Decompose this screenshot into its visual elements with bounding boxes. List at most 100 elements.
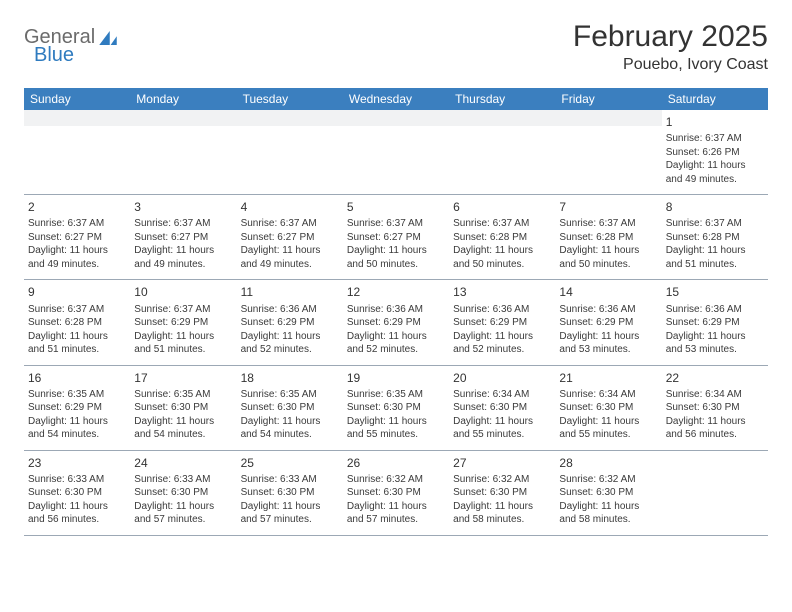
sunset-line: Sunset: 6:28 PM bbox=[559, 231, 657, 245]
weekday-fri: Friday bbox=[555, 88, 661, 110]
sunrise-line: Sunrise: 6:34 AM bbox=[559, 388, 657, 402]
day-cell: 7Sunrise: 6:37 AMSunset: 6:28 PMDaylight… bbox=[555, 195, 661, 279]
sunset-line: Sunset: 6:30 PM bbox=[559, 486, 657, 500]
sunrise-line: Sunrise: 6:33 AM bbox=[28, 473, 126, 487]
day-cell: 27Sunrise: 6:32 AMSunset: 6:30 PMDayligh… bbox=[449, 451, 555, 535]
sunrise-line: Sunrise: 6:37 AM bbox=[453, 217, 551, 231]
sunset-line: Sunset: 6:29 PM bbox=[347, 316, 445, 330]
day-number: 2 bbox=[28, 199, 126, 215]
day-number: 26 bbox=[347, 455, 445, 471]
sunset-line: Sunset: 6:30 PM bbox=[453, 486, 551, 500]
daylight-line: Daylight: 11 hours and 51 minutes. bbox=[28, 330, 126, 357]
day-cell: 5Sunrise: 6:37 AMSunset: 6:27 PMDaylight… bbox=[343, 195, 449, 279]
day-cell: 12Sunrise: 6:36 AMSunset: 6:29 PMDayligh… bbox=[343, 280, 449, 364]
day-number: 25 bbox=[241, 455, 339, 471]
sunset-line: Sunset: 6:30 PM bbox=[559, 401, 657, 415]
sunrise-line: Sunrise: 6:37 AM bbox=[559, 217, 657, 231]
day-cell: 2Sunrise: 6:37 AMSunset: 6:27 PMDaylight… bbox=[24, 195, 130, 279]
sunrise-line: Sunrise: 6:35 AM bbox=[134, 388, 232, 402]
day-number: 18 bbox=[241, 370, 339, 386]
empty-cell bbox=[555, 110, 661, 126]
day-cell: 9Sunrise: 6:37 AMSunset: 6:28 PMDaylight… bbox=[24, 280, 130, 364]
day-number: 23 bbox=[28, 455, 126, 471]
daylight-line: Daylight: 11 hours and 49 minutes. bbox=[241, 244, 339, 271]
calendar-page: General Blue February 2025 Pouebo, Ivory… bbox=[0, 0, 792, 556]
sunrise-line: Sunrise: 6:36 AM bbox=[559, 303, 657, 317]
sunset-line: Sunset: 6:28 PM bbox=[453, 231, 551, 245]
daylight-line: Daylight: 11 hours and 52 minutes. bbox=[347, 330, 445, 357]
day-number: 14 bbox=[559, 284, 657, 300]
empty-cell bbox=[662, 451, 768, 535]
sunset-line: Sunset: 6:29 PM bbox=[134, 316, 232, 330]
daylight-line: Daylight: 11 hours and 50 minutes. bbox=[453, 244, 551, 271]
day-number: 16 bbox=[28, 370, 126, 386]
sunrise-line: Sunrise: 6:37 AM bbox=[241, 217, 339, 231]
weekday-tue: Tuesday bbox=[237, 88, 343, 110]
daylight-line: Daylight: 11 hours and 50 minutes. bbox=[347, 244, 445, 271]
sunset-line: Sunset: 6:30 PM bbox=[453, 401, 551, 415]
sunrise-line: Sunrise: 6:32 AM bbox=[453, 473, 551, 487]
empty-cell bbox=[343, 110, 449, 126]
day-cell: 24Sunrise: 6:33 AMSunset: 6:30 PMDayligh… bbox=[130, 451, 236, 535]
empty-cell bbox=[449, 110, 555, 126]
day-cell: 28Sunrise: 6:32 AMSunset: 6:30 PMDayligh… bbox=[555, 451, 661, 535]
sunrise-line: Sunrise: 6:36 AM bbox=[347, 303, 445, 317]
day-cell: 11Sunrise: 6:36 AMSunset: 6:29 PMDayligh… bbox=[237, 280, 343, 364]
sunrise-line: Sunrise: 6:34 AM bbox=[453, 388, 551, 402]
day-cell: 3Sunrise: 6:37 AMSunset: 6:27 PMDaylight… bbox=[130, 195, 236, 279]
day-number: 15 bbox=[666, 284, 764, 300]
day-number: 17 bbox=[134, 370, 232, 386]
sunrise-line: Sunrise: 6:37 AM bbox=[134, 217, 232, 231]
day-number: 20 bbox=[453, 370, 551, 386]
day-number: 13 bbox=[453, 284, 551, 300]
month-title: February 2025 bbox=[573, 20, 768, 54]
day-cell: 6Sunrise: 6:37 AMSunset: 6:28 PMDaylight… bbox=[449, 195, 555, 279]
day-number: 5 bbox=[347, 199, 445, 215]
sunset-line: Sunset: 6:30 PM bbox=[134, 486, 232, 500]
weekday-wed: Wednesday bbox=[343, 88, 449, 110]
daylight-line: Daylight: 11 hours and 57 minutes. bbox=[347, 500, 445, 527]
daylight-line: Daylight: 11 hours and 52 minutes. bbox=[241, 330, 339, 357]
sunrise-line: Sunrise: 6:36 AM bbox=[453, 303, 551, 317]
sunrise-line: Sunrise: 6:37 AM bbox=[134, 303, 232, 317]
sunset-line: Sunset: 6:29 PM bbox=[453, 316, 551, 330]
week-row: 9Sunrise: 6:37 AMSunset: 6:28 PMDaylight… bbox=[24, 280, 768, 365]
daylight-line: Daylight: 11 hours and 58 minutes. bbox=[559, 500, 657, 527]
day-number: 11 bbox=[241, 284, 339, 300]
day-number: 3 bbox=[134, 199, 232, 215]
day-cell: 21Sunrise: 6:34 AMSunset: 6:30 PMDayligh… bbox=[555, 366, 661, 450]
daylight-line: Daylight: 11 hours and 51 minutes. bbox=[134, 330, 232, 357]
daylight-line: Daylight: 11 hours and 55 minutes. bbox=[559, 415, 657, 442]
daylight-line: Daylight: 11 hours and 56 minutes. bbox=[666, 415, 764, 442]
sunset-line: Sunset: 6:29 PM bbox=[666, 316, 764, 330]
day-number: 9 bbox=[28, 284, 126, 300]
empty-cell bbox=[237, 110, 343, 126]
daylight-line: Daylight: 11 hours and 57 minutes. bbox=[241, 500, 339, 527]
day-cell: 17Sunrise: 6:35 AMSunset: 6:30 PMDayligh… bbox=[130, 366, 236, 450]
sunrise-line: Sunrise: 6:33 AM bbox=[241, 473, 339, 487]
sunset-line: Sunset: 6:30 PM bbox=[347, 401, 445, 415]
daylight-line: Daylight: 11 hours and 54 minutes. bbox=[134, 415, 232, 442]
sunset-line: Sunset: 6:26 PM bbox=[666, 146, 764, 160]
day-number: 24 bbox=[134, 455, 232, 471]
empty-cell bbox=[130, 110, 236, 126]
day-cell: 1Sunrise: 6:37 AMSunset: 6:26 PMDaylight… bbox=[662, 110, 768, 194]
sail-icon bbox=[99, 31, 117, 45]
sunset-line: Sunset: 6:30 PM bbox=[28, 486, 126, 500]
brand-logo: General Blue bbox=[24, 26, 117, 49]
day-number: 19 bbox=[347, 370, 445, 386]
sunset-line: Sunset: 6:30 PM bbox=[347, 486, 445, 500]
daylight-line: Daylight: 11 hours and 53 minutes. bbox=[666, 330, 764, 357]
day-number: 28 bbox=[559, 455, 657, 471]
daylight-line: Daylight: 11 hours and 49 minutes. bbox=[666, 159, 764, 186]
location: Pouebo, Ivory Coast bbox=[573, 56, 768, 74]
day-number: 7 bbox=[559, 199, 657, 215]
sunrise-line: Sunrise: 6:35 AM bbox=[28, 388, 126, 402]
weekday-mon: Monday bbox=[130, 88, 236, 110]
sunset-line: Sunset: 6:30 PM bbox=[241, 401, 339, 415]
weekday-sun: Sunday bbox=[24, 88, 130, 110]
sunset-line: Sunset: 6:29 PM bbox=[28, 401, 126, 415]
day-cell: 25Sunrise: 6:33 AMSunset: 6:30 PMDayligh… bbox=[237, 451, 343, 535]
day-cell: 22Sunrise: 6:34 AMSunset: 6:30 PMDayligh… bbox=[662, 366, 768, 450]
sunrise-line: Sunrise: 6:37 AM bbox=[347, 217, 445, 231]
